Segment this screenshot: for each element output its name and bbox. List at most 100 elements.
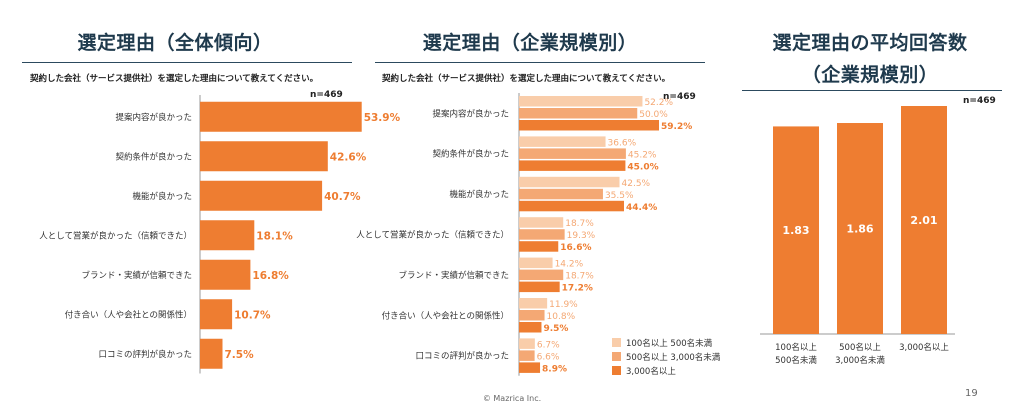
chart3-value-label: 1.83 (782, 224, 809, 237)
chart2-category-label: 人として営業が良かった（信頼できた） (356, 229, 509, 240)
chart2-value-label: 10.8% (547, 312, 576, 322)
chart2-bar (519, 188, 603, 200)
chart2-value-label: 19.3% (567, 231, 596, 241)
chart2-bar (519, 96, 643, 107)
panel2-sample-size: n=469 (663, 92, 696, 102)
chart1-value-label: 40.7% (324, 191, 361, 203)
panel1-sample-size: n=469 (310, 90, 343, 100)
chart3-value-label: 2.01 (910, 214, 937, 227)
panel1-question: 契約した会社（サービス提供社）を選定した理由について教えてください。 (30, 74, 319, 84)
chart2-category-label: 契約条件が良かった (432, 149, 509, 160)
chart2-value-label: 42.5% (622, 179, 651, 189)
chart2-value-label: 17.2% (562, 284, 593, 294)
chart2-value-label: 9.5% (543, 324, 568, 334)
chart2-value-label: 50.0% (639, 110, 668, 120)
chart2-bar (519, 310, 545, 321)
chart2-legend-label: 100名以上 500名未満 (626, 338, 713, 349)
panel3-title-line2: （企業規模別） (801, 64, 939, 86)
chart1-category-label: 口コミの評判が良かった (98, 349, 192, 360)
chart1-category-label: 機能が良かった (132, 191, 192, 202)
chart1-bar (200, 259, 251, 290)
chart3-category-label: 500名以上 (839, 342, 881, 353)
chart2-value-label: 8.9% (542, 364, 567, 374)
panel3-title-line1: 選定理由の平均回答数 (772, 32, 968, 54)
panel3-sample-size: n=469 (963, 96, 996, 106)
chart3-category-label: 3,000名以上 (899, 342, 949, 353)
chart2-value-label: 45.2% (628, 150, 657, 160)
chart2-value-label: 44.4% (626, 203, 657, 213)
copyright: © Mazrica Inc. (482, 394, 542, 403)
chart2-bar (519, 281, 560, 293)
chart2-bar (519, 176, 620, 188)
chart1-bar (200, 338, 223, 369)
chart3-bar (837, 123, 883, 334)
chart2-legend-swatch (612, 338, 621, 347)
chart1-value-label: 53.9% (364, 112, 401, 124)
chart2-value-label: 11.9% (549, 300, 578, 310)
chart3-bar (773, 126, 819, 334)
chart1-category-label: ブランド・実績が信頼できた (81, 270, 192, 281)
chart2-legend-label: 3,000名以上 (626, 366, 676, 377)
chart2-bar (519, 136, 606, 147)
chart2-bar (519, 217, 564, 228)
chart2-bar (519, 362, 541, 373)
chart2-value-label: 45.0% (627, 162, 658, 172)
chart2-legend-label: 500名以上 3,000名未満 (626, 352, 721, 363)
chart2-bar (519, 350, 535, 361)
panel3-title-rule (742, 90, 1002, 91)
chart1-value-label: 16.8% (252, 270, 289, 282)
chart1-bar (200, 180, 323, 211)
chart3-category-label: 100名以上 (775, 342, 817, 353)
chart3-category-label: 3,000名未満 (835, 355, 885, 366)
chart2-value-label: 18.7% (565, 272, 594, 282)
chart1-value-label: 10.7% (234, 309, 271, 321)
chart2-category-label: 機能が良かった (449, 189, 509, 200)
chart1-bar (200, 299, 233, 330)
chart1-value-label: 7.5% (225, 349, 255, 361)
chart2-value-label: 6.6% (537, 352, 560, 362)
chart1-category-label: 付き合い（人や会社との関係性） (65, 309, 192, 320)
chart2-bar (519, 148, 626, 159)
chart2-category-label: 口コミの評判が良かった (415, 351, 509, 362)
chart1-bar (200, 141, 328, 172)
chart2-value-label: 59.2% (661, 122, 692, 132)
chart2-bar (519, 257, 553, 269)
panel1-title: 選定理由（全体傾向） (77, 32, 273, 54)
chart2-value-label: 14.2% (555, 260, 584, 270)
chart1-category-label: 提案内容が良かった (115, 112, 192, 123)
chart1-bar (200, 220, 255, 251)
chart3-value-label: 1.86 (846, 223, 873, 236)
chart1-category-label: 契約条件が良かった (115, 151, 192, 162)
chart2-bar (519, 241, 559, 252)
page-number: 19 (965, 388, 978, 399)
chart2-category-label: 付き合い（人や会社との関係性） (382, 310, 509, 321)
chart2-bar (519, 229, 565, 240)
chart2-value-label: 18.7% (565, 219, 594, 229)
chart1-value-label: 18.1% (256, 230, 293, 242)
chart2-bar (519, 298, 548, 309)
chart2-legend-swatch (612, 366, 621, 375)
chart2-legend-swatch (612, 352, 621, 361)
panel2-question: 契約した会社（サービス提供社）を選定した理由について教えてください。 (382, 74, 671, 84)
chart2-category-label: 提案内容が良かった (432, 108, 509, 119)
chart1-category-label: 人として営業が良かった（信頼できた） (39, 230, 192, 241)
chart2-value-label: 16.6% (560, 243, 591, 253)
chart3-category-label: 500名未満 (775, 355, 817, 366)
panel1-title-rule (22, 62, 352, 63)
chart1-value-label: 42.6% (330, 151, 367, 163)
chart3-bar (901, 106, 947, 334)
chart2-bar (519, 160, 626, 171)
chart2-bar (519, 120, 659, 131)
chart2-value-label: 35.5% (605, 191, 634, 201)
chart2-bar (519, 200, 624, 212)
chart2-bar (519, 338, 535, 349)
panel2-title-rule (375, 62, 705, 63)
chart1-bar (200, 101, 362, 132)
chart2-value-label: 6.7% (537, 340, 560, 350)
chart2-bar (519, 108, 638, 119)
chart2-bar (519, 269, 564, 281)
panel2-title: 選定理由（企業規模別） (422, 32, 638, 54)
chart2-value-label: 52.2% (644, 98, 673, 108)
chart2-bar (519, 322, 542, 333)
